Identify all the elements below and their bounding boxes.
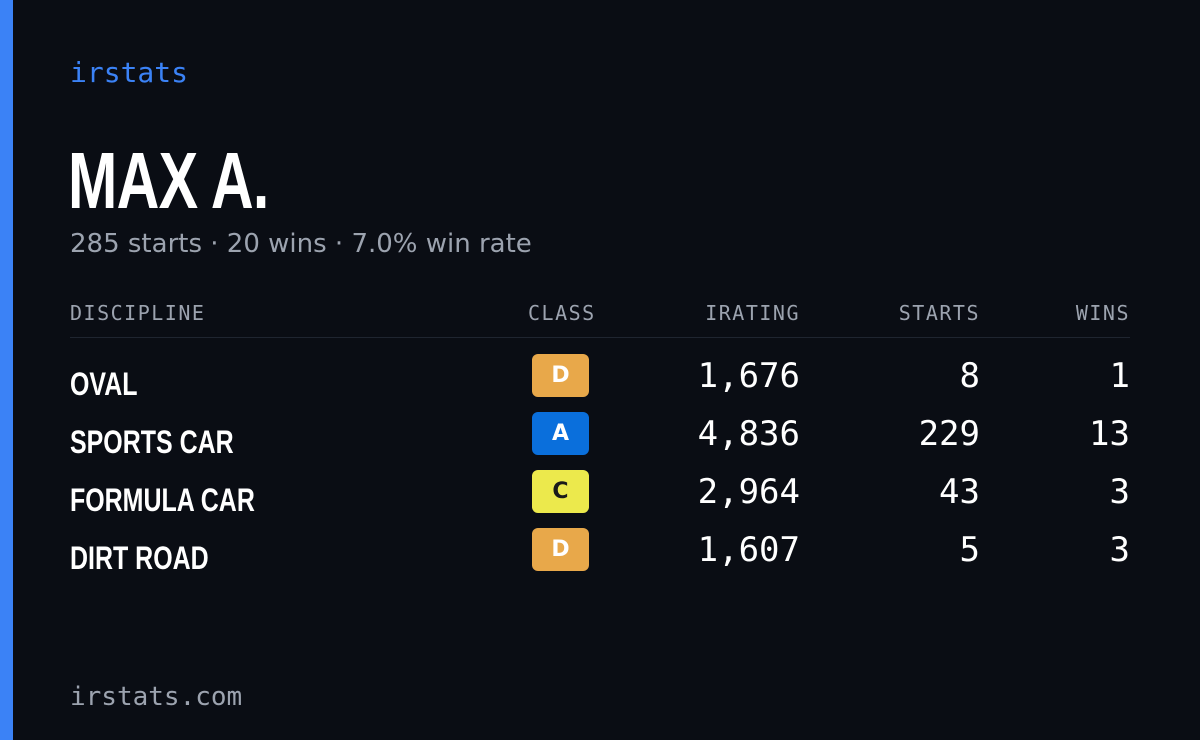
header-starts: STARTS: [898, 301, 980, 325]
wins-value: 1: [1109, 356, 1130, 396]
wins-value: 3: [1109, 472, 1130, 512]
discipline-name: FORMULA CAR: [70, 482, 255, 518]
table-row: DIRT ROAD D 1,607 5 3: [70, 528, 1130, 586]
irating-value: 4,836: [697, 414, 800, 454]
starts-value: 229: [918, 414, 980, 454]
discipline-name: OVAL: [70, 366, 138, 402]
table-row: SPORTS CAR A 4,836 229 13: [70, 412, 1130, 470]
table-body: OVAL D 1,676 8 1 SPORTS CAR A 4,836 229 …: [70, 354, 1130, 586]
player-name: MAX A.: [68, 136, 269, 225]
player-summary: 285 starts · 20 wins · 7.0% win rate: [70, 229, 532, 259]
table-header: DISCIPLINE CLASS IRATING STARTS WINS: [70, 295, 1130, 338]
starts-value: 5: [959, 530, 980, 570]
starts-value: 8: [959, 356, 980, 396]
brand-logo-text: irstats: [70, 56, 189, 89]
wins-value: 13: [1089, 414, 1130, 454]
header-class: CLASS: [528, 301, 596, 325]
header-wins: WINS: [1075, 301, 1130, 325]
discipline-name: SPORTS CAR: [70, 424, 234, 460]
stats-table: DISCIPLINE CLASS IRATING STARTS WINS OVA…: [70, 295, 1130, 586]
footer-url[interactable]: irstats.com: [70, 682, 243, 712]
table-row: FORMULA CAR C 2,964 43 3: [70, 470, 1130, 528]
class-badge: C: [532, 470, 589, 513]
discipline-name: DIRT ROAD: [70, 540, 209, 576]
header-discipline: DISCIPLINE: [70, 301, 206, 325]
class-badge: A: [532, 412, 589, 455]
irating-value: 1,676: [697, 356, 800, 396]
accent-bar: [0, 0, 13, 740]
class-badge: D: [532, 354, 589, 397]
header-irating: IRATING: [705, 301, 800, 325]
table-row: OVAL D 1,676 8 1: [70, 354, 1130, 412]
class-badge: D: [532, 528, 589, 571]
irating-value: 2,964: [697, 472, 800, 512]
wins-value: 3: [1109, 530, 1130, 570]
irating-value: 1,607: [697, 530, 800, 570]
starts-value: 43: [939, 472, 980, 512]
